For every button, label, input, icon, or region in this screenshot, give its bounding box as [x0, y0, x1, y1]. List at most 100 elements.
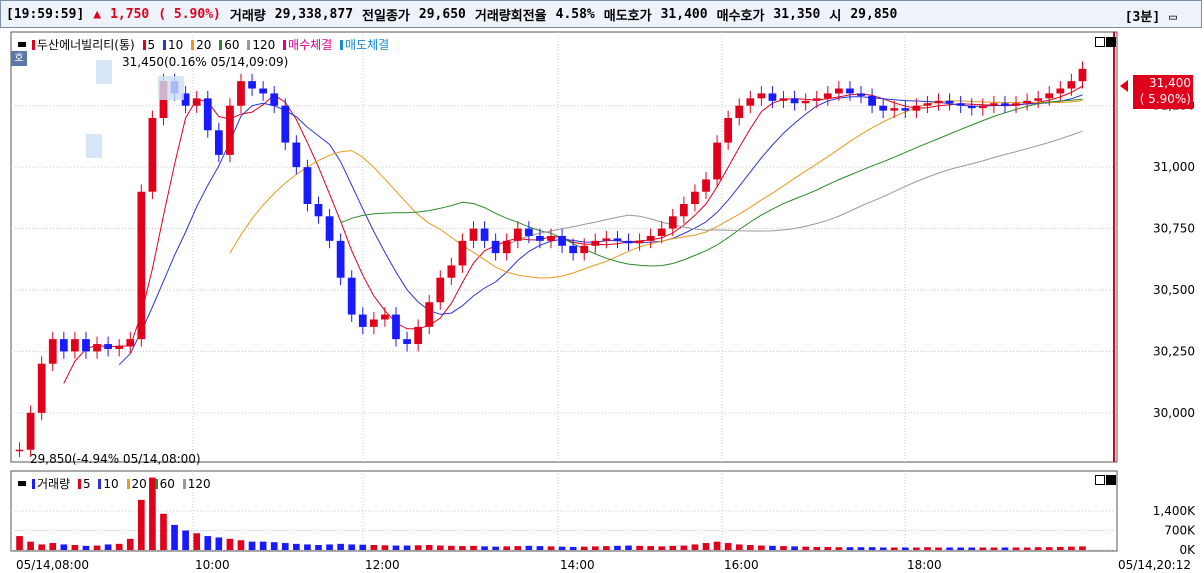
volume-bar [713, 541, 721, 550]
volume-bar [16, 536, 23, 550]
volume-bar [1068, 546, 1075, 550]
candle-body [181, 93, 190, 106]
legend-ma120[interactable]: 120 [252, 38, 276, 52]
volume-bar [846, 547, 854, 550]
volume-bar [547, 546, 555, 550]
high-annotation: 31,450(0.16% 05/14,09:09) [122, 55, 289, 69]
volume-bar [259, 541, 267, 550]
up-arrow-icon: ▲ [93, 6, 102, 22]
candle-body [48, 339, 57, 364]
volume-bar [226, 538, 234, 550]
header-change-pct: ( 5.90%) [158, 6, 221, 22]
vlegend-ma5[interactable]: 5 [82, 477, 91, 491]
volume-bar [857, 547, 865, 550]
volume-bar [1001, 547, 1009, 550]
candle-body [59, 339, 68, 352]
candle-body [624, 240, 633, 244]
candle-body [790, 98, 799, 104]
panel-close-icon[interactable] [1106, 37, 1116, 47]
volume-bar [968, 547, 976, 550]
volume-value: 29,338,877 [274, 6, 354, 22]
vlegend-ma60[interactable]: 60 [159, 477, 175, 491]
candle-body [126, 339, 135, 347]
volume-bar [293, 543, 300, 550]
candle-body [691, 191, 699, 204]
volume-bar [614, 545, 621, 550]
volume-bar [304, 544, 311, 550]
volume-bar [82, 545, 90, 550]
volume-close-icon[interactable] [1106, 475, 1116, 485]
candle-body [879, 105, 888, 111]
volume-bar [901, 547, 909, 550]
candle-body [237, 81, 245, 106]
volume-bar [93, 545, 101, 550]
candle-body [1067, 81, 1076, 89]
candle-body [513, 228, 522, 241]
panel-restore-icon[interactable] [1095, 37, 1105, 47]
candle-body [934, 100, 943, 104]
candle-body [104, 344, 112, 349]
candle-body [890, 108, 899, 111]
volume-bar [215, 537, 223, 550]
candle-body [724, 118, 733, 143]
volume-bar [27, 541, 34, 550]
volume-bars [16, 477, 1086, 550]
legend-ma20[interactable]: 20 [196, 38, 212, 52]
candle-body [369, 319, 378, 327]
candle-body [214, 130, 223, 155]
legend-sell-fill[interactable]: 매도체결 [345, 38, 390, 52]
candle-body [203, 98, 212, 131]
volume-legend: 거래량 5 10 20 60 120 [18, 475, 211, 492]
candle-body [414, 326, 423, 345]
vlegend-ma20[interactable]: 20 [131, 477, 147, 491]
volume-bar [470, 545, 477, 550]
candle-body [71, 339, 79, 352]
volume-bar [326, 544, 333, 550]
legend-buy-fill[interactable]: 매수체결 [288, 38, 333, 52]
candle-body [93, 344, 101, 352]
volume-bar [448, 545, 455, 550]
candle-body [812, 98, 821, 101]
volume-bar [126, 538, 134, 550]
y-tick-label: 30,750 [1153, 222, 1195, 236]
candle-body [281, 105, 290, 143]
volume-bar [813, 546, 821, 550]
vlegend-ma10[interactable]: 10 [103, 477, 119, 491]
window-restore-icon[interactable]: ▭ [1169, 10, 1177, 25]
volume-bar [802, 546, 809, 550]
price-chart[interactable]: 31,25031,00030,75030,50030,25030,0001,40… [0, 30, 1204, 573]
vlegend-ma120[interactable]: 120 [187, 477, 211, 491]
volume-bar [746, 544, 754, 550]
volume-bar [1056, 546, 1064, 550]
interval-selector[interactable]: [3분] ▭ [1125, 6, 1186, 25]
candle-body [779, 98, 788, 101]
price-marker-icon [1120, 80, 1128, 92]
legend-ma10[interactable]: 10 [167, 38, 184, 52]
volume-bar [924, 547, 931, 550]
volume-bar [337, 543, 344, 550]
sell-fill-marker [86, 134, 102, 158]
volume-menu-icon[interactable] [18, 481, 26, 486]
volume-bar [691, 544, 699, 550]
ho-icon[interactable]: 호 [11, 51, 27, 66]
y-tick-label: 1,400K [1153, 504, 1196, 518]
volume-bar [536, 546, 544, 550]
open-label: 시 [829, 8, 842, 24]
ask-label: 매도호가 [603, 8, 652, 24]
candle-body [857, 93, 865, 96]
volume-bar [359, 544, 367, 550]
volume-bar [71, 544, 79, 550]
legend-ma60[interactable]: 60 [224, 38, 240, 52]
candle-body [635, 240, 644, 244]
candle-body [646, 235, 655, 241]
volume-restore-icon[interactable] [1095, 475, 1105, 485]
volume-bar [481, 546, 488, 550]
y-tick-label: 30,000 [1153, 406, 1195, 420]
header-change: 1,750 [110, 6, 150, 22]
legend-ma5[interactable]: 5 [147, 38, 156, 52]
panel-menu-icon[interactable] [18, 42, 26, 47]
ma-line [506, 130, 1083, 246]
volume-bar [636, 545, 643, 550]
volume-bar [115, 543, 123, 550]
y-tick-label: 700K [1164, 524, 1196, 538]
